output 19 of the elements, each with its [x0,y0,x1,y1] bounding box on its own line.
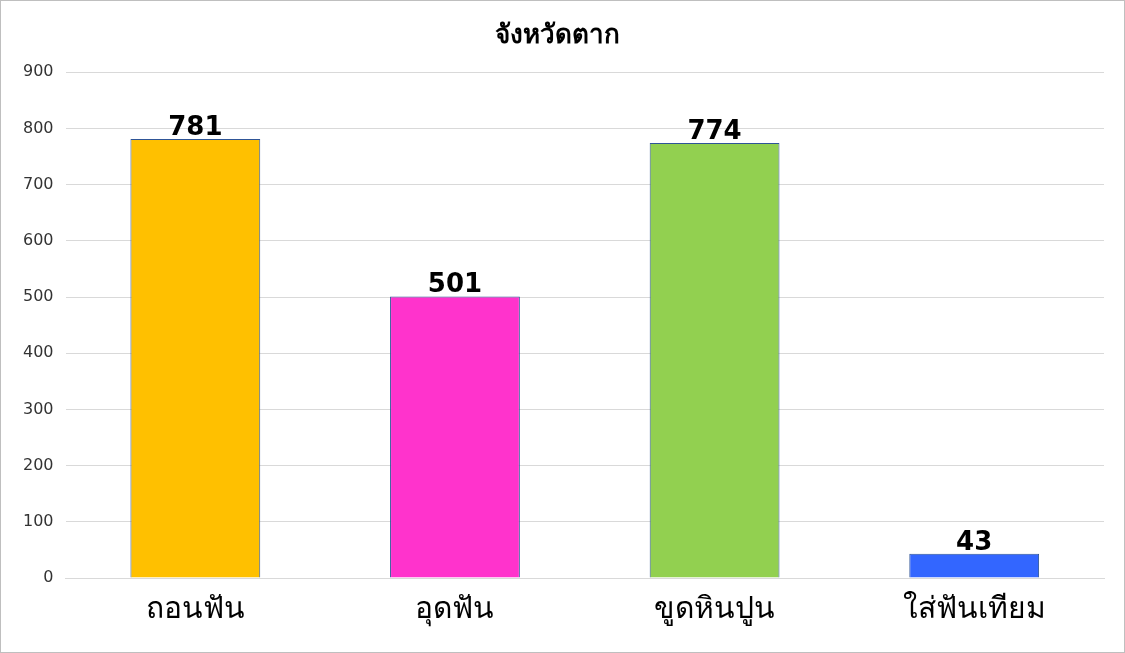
data-label: 501 [427,268,483,299]
chart-title: จังหวัดตาก [495,19,620,50]
y-tick-label: 600 [22,229,54,249]
y-tick-label: 100 [22,510,54,530]
data-label: 774 [687,114,742,145]
x-tick-label: ใส่ฟันเทียม [902,589,1046,625]
x-tick-label: ขูดหินปูน [654,589,776,626]
x-tick-label: ถอนฟัน [145,589,245,625]
data-label: 43 [956,525,993,556]
y-tick-label: 500 [22,286,54,306]
y-tick-label: 300 [22,398,54,418]
y-tick-label: 900 [22,61,54,81]
y-tick-label: 0 [43,567,54,587]
y-tick-label: 700 [22,173,54,193]
y-tick-label: 800 [22,117,54,137]
y-tick-label: 200 [22,454,54,474]
y-tick-label: 400 [22,342,54,362]
data-label: 781 [168,110,223,141]
x-tick-label: อุดฟัน [415,589,495,627]
